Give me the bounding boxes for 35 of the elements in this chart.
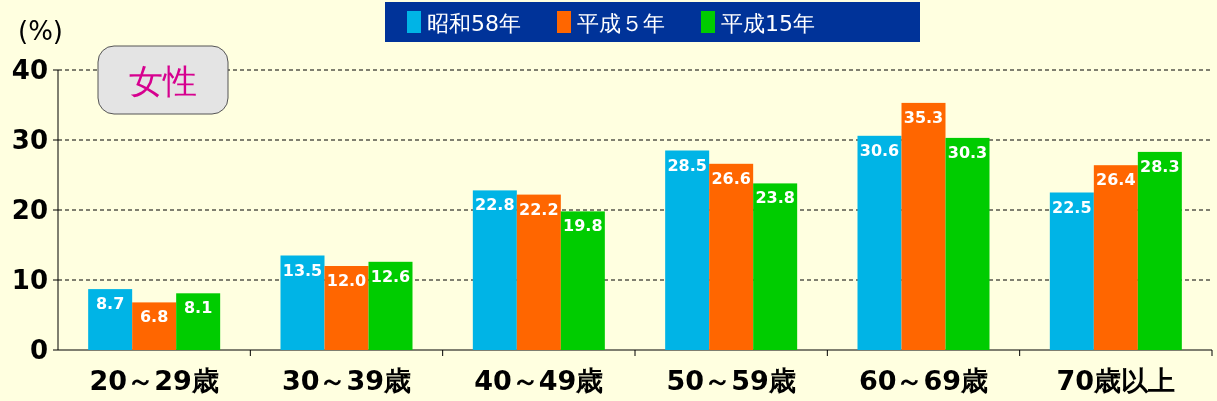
data-label: 26.6: [711, 168, 751, 188]
y-tick-label: 10: [11, 265, 48, 295]
y-axis-title: (%): [18, 16, 63, 46]
x-tick-label: 70歳以上: [1056, 365, 1176, 396]
data-label: 6.8: [139, 307, 169, 327]
data-label: 23.8: [755, 188, 795, 208]
data-label: 30.6: [859, 140, 900, 160]
data-label: 28.5: [667, 155, 707, 175]
legend-label: 平成15年: [721, 11, 815, 36]
legend-label: 平成５年: [577, 11, 665, 36]
data-label: 19.8: [563, 216, 603, 236]
x-tick-label: 40～49歳: [474, 365, 604, 396]
annotation: 女性: [129, 61, 197, 101]
data-label: 26.4: [1096, 170, 1136, 190]
x-tick-label: 50～59歳: [666, 365, 796, 396]
data-label: 12.0: [326, 271, 367, 290]
data-label: 12.6: [370, 266, 411, 286]
data-label: 22.8: [475, 195, 515, 215]
data-label: 13.5: [282, 260, 323, 280]
data-label: 8.7: [95, 294, 125, 314]
data-label: 8.1: [183, 298, 213, 318]
y-tick-label: 30: [11, 125, 48, 155]
y-tick-label: 40: [11, 55, 48, 85]
y-tick-label: 0: [29, 335, 48, 365]
data-label: 22.2: [519, 199, 559, 219]
x-tick-label: 60～69歳: [858, 365, 989, 396]
x-tick-label: 30～39歳: [281, 365, 412, 396]
legend-label: 昭和58年: [427, 11, 521, 36]
data-label: 28.3: [1140, 156, 1180, 176]
annotation: 女性: [97, 45, 229, 115]
data-label: 22.5: [1052, 197, 1092, 217]
data-label: 35.3: [903, 107, 944, 127]
data-label: 30.3: [947, 142, 988, 162]
x-tick-label: 20～29歳: [89, 365, 219, 396]
y-tick-label: 20: [11, 195, 48, 225]
